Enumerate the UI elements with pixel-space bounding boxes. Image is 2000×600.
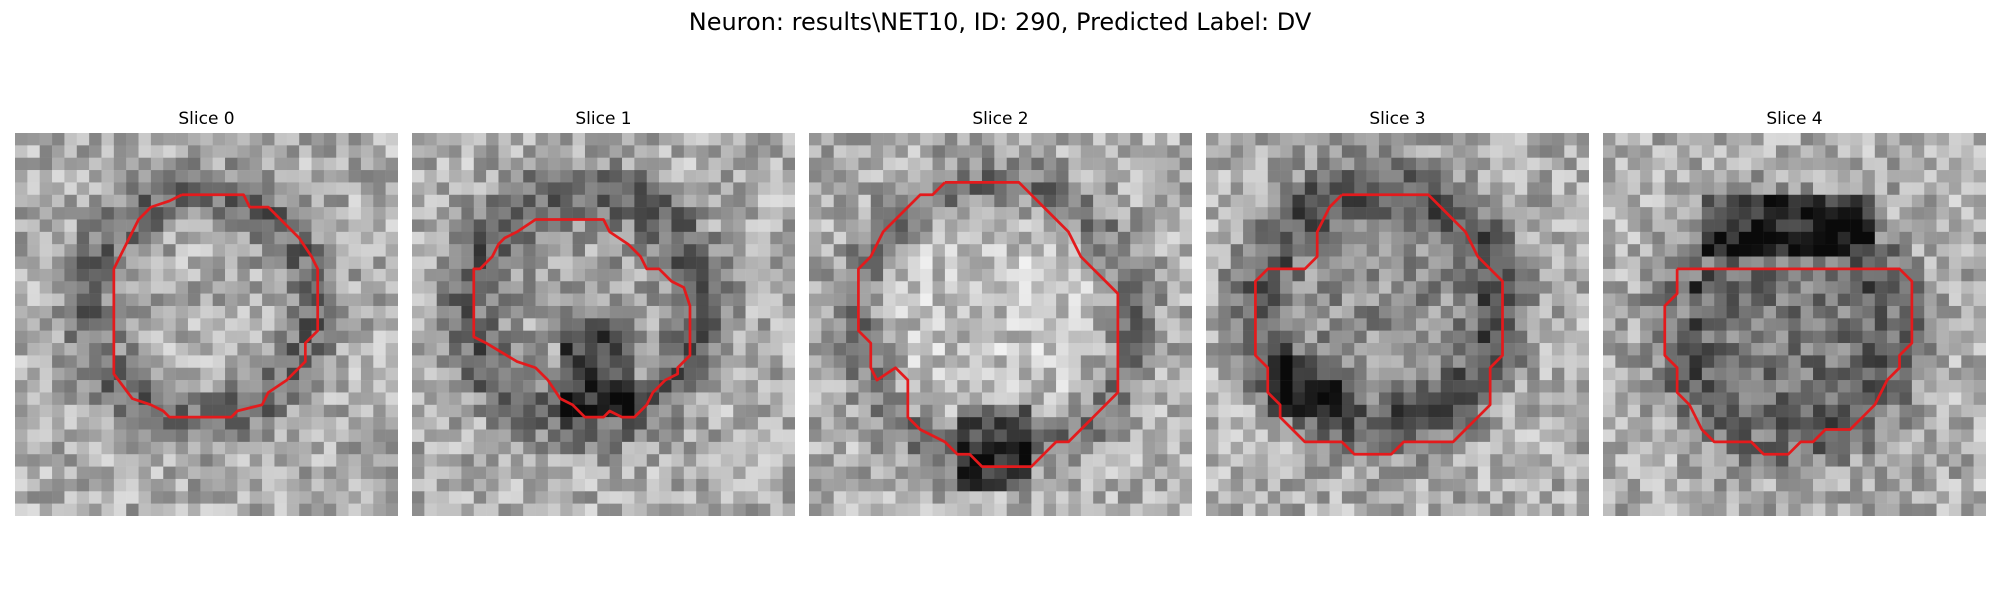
slice-3-image [1206,133,1589,516]
slice-0-svg [15,133,398,516]
slice-2-pixels [809,133,1192,516]
slice-panel-2: Slice 2 [809,108,1192,516]
slice-1-contour [472,218,692,419]
slice-4-contour [1663,267,1914,456]
slice-panel-1: Slice 1 [412,108,795,516]
slice-1-image [412,133,795,516]
slice-1-title: Slice 1 [575,109,632,129]
slice-0-contour [112,193,320,419]
slice-3-contour [1254,193,1504,456]
slice-0-pixels [15,133,398,516]
slice-4-pixels [1603,133,1986,516]
slice-panel-3: Slice 3 [1206,108,1589,516]
slice-2-title: Slice 2 [972,109,1029,129]
slice-2-image [809,133,1192,516]
slice-2-svg [809,133,1192,516]
slice-panel-0: Slice 0 [15,108,398,516]
slice-1-svg [412,133,795,516]
figure-title: Neuron: results\NET10, ID: 290, Predicte… [688,8,1312,36]
slice-3-svg [1206,133,1589,516]
slice-0-image [15,133,398,516]
slice-3-pixels [1206,133,1589,516]
slice-4-title: Slice 4 [1766,109,1823,129]
slice-4-image [1603,133,1986,516]
slice-2-contour [857,181,1120,468]
slice-panel-4: Slice 4 [1603,108,1986,516]
slice-3-title: Slice 3 [1369,109,1426,129]
slice-1-pixels [412,133,795,516]
slice-4-svg [1603,133,1986,516]
slice-0-title: Slice 0 [178,109,235,129]
